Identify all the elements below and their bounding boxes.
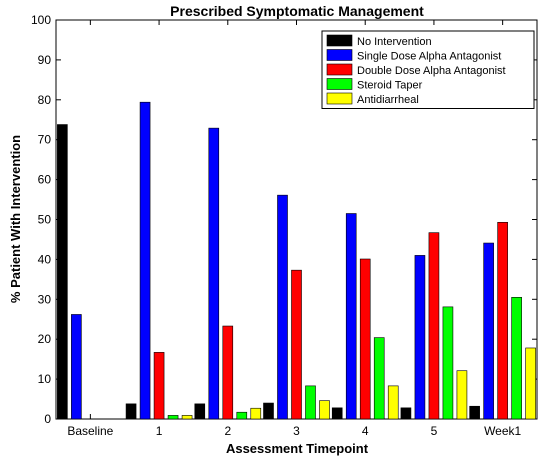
y-tick-label: 90 [38,53,52,67]
bar [373,337,385,420]
bar [153,352,165,420]
bar [331,407,343,420]
x-tick-label: Week1 [484,424,521,438]
bar [400,407,412,420]
y-tick-label: 80 [38,93,52,107]
y-tick-label: 30 [38,292,52,306]
legend-swatch [326,78,353,90]
legend: No Intervention Single Dose Alpha Antagon… [321,30,535,109]
bar [181,415,193,420]
bar [428,232,440,420]
y-tick-label: 70 [38,133,52,147]
y-tick-label: 40 [38,252,52,266]
bar [305,385,316,420]
bar [442,306,454,420]
bar [359,258,371,420]
legend-swatch [326,34,353,47]
bar [222,325,234,420]
bar [125,403,137,420]
legend-entry: Steroid Taper [357,80,423,92]
bar [483,242,494,420]
bar [57,124,68,420]
bar [277,194,288,420]
y-tick-label: 50 [38,213,52,227]
x-tick-label: Baseline [67,424,113,438]
legend-swatch [326,49,353,61]
legend-swatch [326,92,353,105]
bar [263,402,274,420]
x-tick-label: 5 [431,424,438,438]
bar [167,415,179,420]
bar [208,127,220,420]
y-tick-label: 100 [31,13,51,27]
legend-entry: Antidiarrheal [357,94,419,106]
y-tick-label: 0 [44,412,51,426]
bar [319,400,330,420]
x-axis-label: Assessment Timepoint [226,441,369,456]
bar [291,269,302,420]
bar [250,407,262,420]
bar [236,411,248,420]
bar [456,370,468,420]
chart-title: Prescribed Symptomatic Management [170,3,424,19]
y-axis-label: % Patient With Intervention [8,135,23,303]
bar [345,213,357,420]
x-tick-label: 3 [293,424,300,438]
bar [469,405,480,420]
y-tick-label: 20 [38,332,52,346]
x-tick-label: 4 [362,424,369,438]
bar [511,297,522,420]
bar [194,403,206,420]
legend-entry: Single Dose Alpha Antagonist [357,51,501,63]
legend-swatch [326,63,353,76]
x-tick-label: 2 [224,424,231,438]
bar [525,347,536,420]
x-tick-label: 1 [156,424,163,438]
legend-entry: No Intervention [357,36,432,48]
legend-entry: Double Dose Alpha Antagonist [357,65,506,77]
plot-area: 0 10 20 30 40 50 60 70 80 90 100 Baseline 1 2 3 4 5 Week1 [31,13,538,438]
bar [71,314,82,420]
legend-box [321,30,535,109]
y-tick-label: 60 [38,173,52,187]
bar [139,101,151,420]
bar [387,385,399,420]
y-tick-label: 10 [38,372,52,386]
bar [497,221,508,420]
bar [414,255,426,420]
